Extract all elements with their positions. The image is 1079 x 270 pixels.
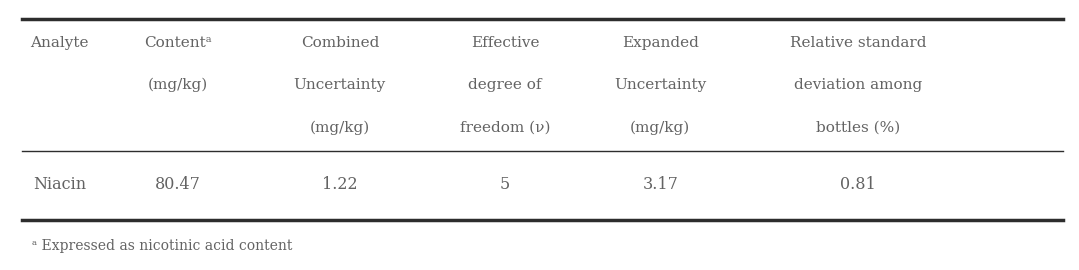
Text: freedom (ν): freedom (ν) [460, 120, 550, 134]
Text: Effective: Effective [470, 36, 540, 50]
Text: deviation among: deviation among [794, 78, 921, 92]
Text: Uncertainty: Uncertainty [293, 78, 386, 92]
Text: (mg/kg): (mg/kg) [310, 120, 370, 134]
Text: bottles (%): bottles (%) [816, 120, 900, 134]
Text: Niacin: Niacin [32, 177, 86, 193]
Text: Combined: Combined [301, 36, 379, 50]
Text: Expanded: Expanded [622, 36, 699, 50]
Text: Contentᵃ: Contentᵃ [145, 36, 211, 50]
Text: 5: 5 [500, 177, 510, 193]
Text: (mg/kg): (mg/kg) [630, 120, 691, 134]
Text: (mg/kg): (mg/kg) [148, 78, 208, 92]
Text: ᵃ Expressed as nicotinic acid content: ᵃ Expressed as nicotinic acid content [32, 239, 292, 253]
Text: Uncertainty: Uncertainty [614, 78, 707, 92]
Text: 1.22: 1.22 [322, 177, 358, 193]
Text: 0.81: 0.81 [839, 177, 876, 193]
Text: Relative standard: Relative standard [790, 36, 926, 50]
Text: Analyte: Analyte [30, 36, 88, 50]
Text: degree of: degree of [468, 78, 542, 92]
Text: 80.47: 80.47 [155, 177, 201, 193]
Text: 3.17: 3.17 [642, 177, 679, 193]
